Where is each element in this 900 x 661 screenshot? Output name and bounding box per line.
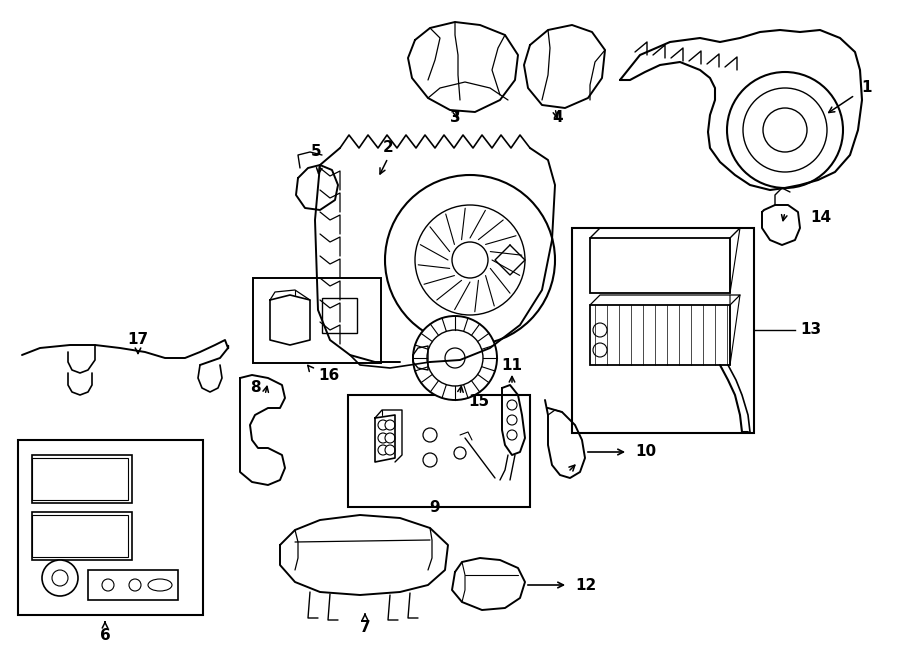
Circle shape xyxy=(454,447,466,459)
Text: 9: 9 xyxy=(429,500,440,516)
Text: 12: 12 xyxy=(575,578,596,592)
Circle shape xyxy=(423,428,437,442)
Circle shape xyxy=(385,433,395,443)
Circle shape xyxy=(415,205,525,315)
Bar xyxy=(590,305,730,365)
Text: 16: 16 xyxy=(318,368,339,383)
Circle shape xyxy=(507,400,517,410)
Bar xyxy=(348,395,530,507)
Circle shape xyxy=(129,579,141,591)
Bar xyxy=(590,238,730,293)
Text: 2: 2 xyxy=(382,141,393,155)
Text: 13: 13 xyxy=(800,323,821,338)
Circle shape xyxy=(445,348,465,368)
Circle shape xyxy=(727,72,843,188)
Circle shape xyxy=(52,570,68,586)
Text: 6: 6 xyxy=(100,627,111,642)
Circle shape xyxy=(507,415,517,425)
Text: 3: 3 xyxy=(450,110,460,126)
Circle shape xyxy=(378,445,388,455)
Text: 10: 10 xyxy=(635,444,656,459)
Bar xyxy=(253,278,381,363)
Circle shape xyxy=(413,316,497,400)
Circle shape xyxy=(385,420,395,430)
Text: 8: 8 xyxy=(249,381,260,395)
Bar xyxy=(88,570,178,600)
Circle shape xyxy=(378,433,388,443)
Circle shape xyxy=(763,108,807,152)
Bar xyxy=(322,298,357,333)
Text: 17: 17 xyxy=(128,332,148,348)
Circle shape xyxy=(427,330,483,386)
Ellipse shape xyxy=(148,579,172,591)
Circle shape xyxy=(452,242,488,278)
Text: 1: 1 xyxy=(862,81,872,95)
Text: 11: 11 xyxy=(501,358,523,373)
Text: 14: 14 xyxy=(810,210,831,225)
Circle shape xyxy=(507,430,517,440)
Bar xyxy=(18,440,203,615)
Text: 4: 4 xyxy=(553,110,563,126)
Circle shape xyxy=(593,343,607,357)
Circle shape xyxy=(593,323,607,337)
Text: 5: 5 xyxy=(310,145,321,159)
Circle shape xyxy=(42,560,78,596)
Bar xyxy=(572,228,754,433)
Bar xyxy=(32,512,132,560)
Text: 15: 15 xyxy=(468,395,489,410)
Bar xyxy=(32,515,128,557)
Circle shape xyxy=(102,579,114,591)
Bar xyxy=(32,458,128,500)
Circle shape xyxy=(385,445,395,455)
Circle shape xyxy=(385,175,555,345)
Text: 7: 7 xyxy=(360,621,370,635)
Circle shape xyxy=(378,420,388,430)
Bar xyxy=(32,455,132,503)
Circle shape xyxy=(743,88,827,172)
Circle shape xyxy=(423,453,437,467)
